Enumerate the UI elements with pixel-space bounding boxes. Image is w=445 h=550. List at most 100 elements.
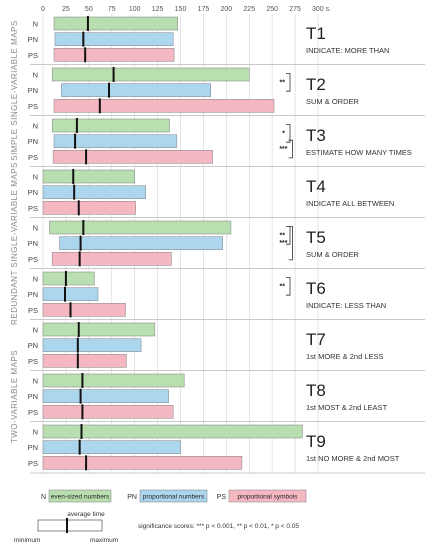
row-label: PN — [28, 239, 38, 248]
row-label: N — [33, 428, 38, 437]
row-label: N — [33, 275, 38, 284]
task-id: T5 — [306, 228, 326, 247]
range-bar — [42, 338, 142, 352]
legend-swatch — [139, 489, 208, 503]
x-tick-label: 150 — [175, 6, 187, 13]
row-label: N — [33, 173, 38, 182]
x-tick-label: 25 — [62, 6, 70, 13]
significance-bracket — [286, 73, 291, 92]
legend-label: proportional symbols — [238, 494, 299, 501]
significance-bracket — [288, 226, 293, 261]
legend-caption-minimum: minimum — [14, 537, 40, 544]
task-id: T9 — [306, 432, 326, 451]
x-tick-label: 125 — [152, 6, 164, 13]
range-bar — [42, 405, 174, 419]
x-tick-label: 200 — [220, 6, 232, 13]
row-label: PN — [28, 341, 38, 350]
row-label: N — [33, 71, 38, 80]
range-bar — [53, 16, 179, 31]
row-label: N — [33, 326, 38, 335]
row-label: PS — [28, 153, 38, 162]
task-subtitle: 1st MOST & 2nd LEAST — [306, 403, 388, 412]
row-label: PN — [28, 290, 38, 299]
x-tick-label: 75 — [108, 6, 116, 13]
row-label: PN — [28, 188, 38, 197]
legend-swatch — [228, 489, 307, 503]
row-label: PN — [28, 86, 38, 95]
legend-swatch — [48, 489, 112, 503]
x-axis-unit: 300 s. — [312, 6, 331, 13]
x-tick-label: 175 — [198, 6, 210, 13]
row-label: PN — [28, 35, 38, 44]
significance-bracket — [288, 139, 293, 159]
row-label: N — [33, 122, 38, 131]
row-label: PS — [28, 459, 38, 468]
legend-label: proportional numbers — [143, 494, 205, 501]
significance-label: *** — [279, 240, 287, 247]
task-subtitle: INDICATE ALL BETWEEN — [306, 199, 394, 208]
range-bar — [42, 456, 243, 470]
task-subtitle: 1st MORE & 2nd LESS — [306, 352, 384, 361]
task-id: T7 — [306, 330, 326, 349]
range-bar — [42, 424, 303, 439]
row-label: N — [33, 377, 38, 386]
row-label: N — [33, 224, 38, 233]
task-id: T6 — [306, 279, 326, 298]
significance-bracket — [286, 277, 291, 296]
legend-key: N — [41, 494, 46, 501]
significance-bracket — [286, 124, 291, 143]
task-subtitle: SUM & ORDER — [306, 97, 360, 106]
range-bar — [42, 389, 169, 403]
task-id: T2 — [306, 75, 326, 94]
x-tick-label: 50 — [85, 6, 93, 13]
range-bar — [51, 67, 250, 82]
row-label: PS — [28, 357, 38, 366]
task-subtitle: INDICATE: MORE THAN — [306, 46, 389, 55]
range-bar — [51, 252, 172, 266]
row-label: PS — [28, 255, 38, 264]
range-bar — [53, 48, 175, 62]
range-bar — [59, 236, 223, 250]
x-tick-label: 225 — [243, 6, 255, 13]
row-label: PN — [28, 443, 38, 452]
x-tick-label: 100 — [129, 6, 141, 13]
row-label: PS — [28, 306, 38, 315]
row-label: PS — [28, 102, 38, 111]
task-id: T3 — [306, 126, 326, 145]
range-bar — [53, 134, 178, 148]
row-label: PN — [28, 137, 38, 146]
row-label: PN — [28, 392, 38, 401]
task-subtitle: SUM & ORDER — [306, 250, 360, 259]
range-bar — [42, 185, 146, 199]
range-bar — [52, 150, 213, 164]
section-label: TWO-VARIABLE MAPS — [10, 350, 19, 443]
row-label: PS — [28, 408, 38, 417]
row-label: PS — [28, 204, 38, 213]
range-bar — [42, 303, 126, 317]
task-id: T8 — [306, 381, 326, 400]
significance-bracket — [286, 226, 291, 245]
task-subtitle: ESTIMATE HOW MANY TIMES — [306, 148, 412, 157]
range-bar — [53, 99, 275, 113]
legend-key: PS — [217, 494, 227, 501]
row-label: N — [33, 20, 38, 29]
section-label: REDUNDANT SINGLE-VARIABLE MAPS — [10, 162, 19, 325]
range-bar — [51, 118, 170, 133]
range-bar — [42, 287, 99, 301]
range-bar — [42, 373, 185, 388]
range-bar — [42, 354, 127, 368]
significance-label: * — [282, 130, 285, 137]
task-id: T1 — [306, 24, 326, 43]
range-bar — [42, 322, 156, 337]
range-bar — [54, 32, 174, 46]
section-label: SIMPLE SINGLE-VARIABLE MAPS — [10, 20, 19, 161]
significance-label: ** — [280, 232, 286, 239]
range-bar — [61, 83, 212, 97]
legend-key: PN — [127, 494, 137, 501]
range-bar — [42, 201, 136, 215]
significance-note: significance scores: *** p < 0.001, ** p… — [138, 523, 299, 530]
legend-label: even-sized numbers — [51, 494, 110, 501]
range-bar — [42, 440, 181, 454]
range-bar — [42, 271, 95, 286]
